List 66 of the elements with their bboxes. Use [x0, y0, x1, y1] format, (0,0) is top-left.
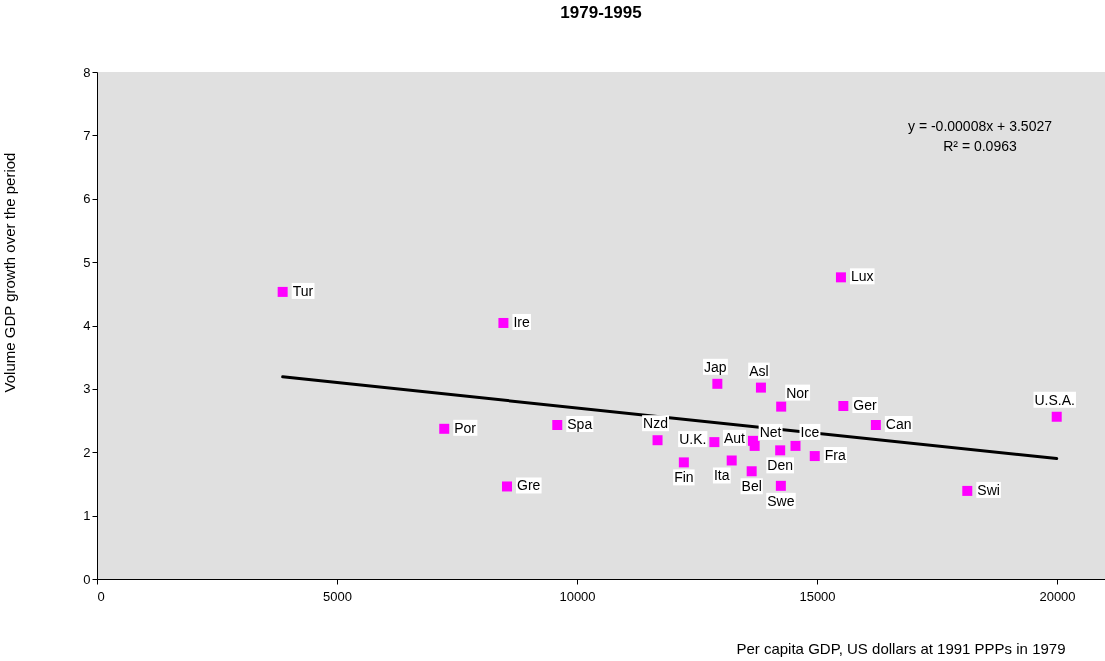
y-tick-label: 6: [83, 191, 91, 207]
x-tick-label: 5000: [323, 588, 352, 604]
x-tick-label: 10000: [559, 588, 596, 604]
point: [498, 317, 509, 328]
annotation: Nor: [786, 384, 810, 401]
annotation: Ger: [853, 396, 878, 413]
point: [870, 420, 881, 430]
point: [652, 435, 663, 446]
annotation: Ire: [513, 313, 530, 330]
point: [1051, 411, 1062, 422]
point: [709, 437, 720, 448]
y-tick-label: 0: [83, 571, 91, 587]
annotation: Gre: [517, 477, 541, 494]
annotation: Asl: [749, 362, 769, 379]
y-tick-label: 3: [83, 381, 91, 397]
annotation: Nzd: [643, 415, 668, 432]
annotation: U.K.: [679, 431, 707, 448]
annotation: Bel: [741, 478, 762, 495]
annotation: Swi: [977, 481, 1000, 498]
y-tick-label: 5: [83, 254, 91, 270]
point: [277, 286, 288, 297]
annotation: Lux: [850, 268, 874, 285]
y-tick-label: 1: [83, 508, 91, 524]
annotation: Aut: [723, 429, 746, 446]
x-tick-label: 0: [97, 588, 105, 604]
point: [755, 382, 766, 393]
x-tick-label: 20000: [1039, 588, 1076, 604]
annotation: Ice: [800, 423, 820, 440]
point: [838, 400, 849, 411]
annotation: Spa: [567, 416, 593, 432]
annotation: y = -0.00008x + 3.5027: [908, 118, 1053, 134]
point: [962, 485, 973, 496]
y-tick-label: 4: [83, 318, 91, 333]
y-tick-label: 7: [83, 127, 91, 143]
point: [746, 466, 757, 477]
point: [790, 440, 801, 451]
point: [712, 378, 723, 389]
x-axis-title: Per capita GDP, US dollars at 1991 PPPs in 1979: [736, 639, 1066, 657]
annotation: R² = 0.0963: [943, 138, 1017, 154]
annotation: Por: [454, 419, 477, 436]
y-tick-label: 8: [83, 64, 91, 80]
point: [775, 480, 786, 491]
y-axis-title: Volume GDP growth over the period: [0, 152, 18, 393]
annotation: Fin: [674, 469, 694, 486]
annotation: Swe: [767, 492, 795, 509]
point: [726, 455, 737, 466]
point: [678, 457, 689, 468]
chart-title: 1979-1995: [560, 3, 642, 22]
annotation: Jap: [704, 358, 727, 375]
point: [552, 420, 563, 430]
point: [775, 445, 786, 456]
annotation: Fra: [824, 447, 846, 464]
x-tick-label: 15000: [799, 588, 836, 604]
point: [835, 272, 846, 283]
annotation: Net: [759, 423, 782, 440]
annotation: U.S.A.: [1034, 391, 1075, 408]
y-tick-label: 2: [83, 444, 91, 460]
point: [439, 423, 450, 434]
point: [776, 401, 787, 412]
annotation: Can: [885, 416, 912, 432]
annotation: Den: [767, 457, 794, 474]
annotation: Tur: [292, 282, 314, 299]
point: [502, 481, 513, 492]
point: [809, 451, 820, 462]
point: [749, 440, 760, 451]
annotation: Ita: [713, 467, 730, 484]
